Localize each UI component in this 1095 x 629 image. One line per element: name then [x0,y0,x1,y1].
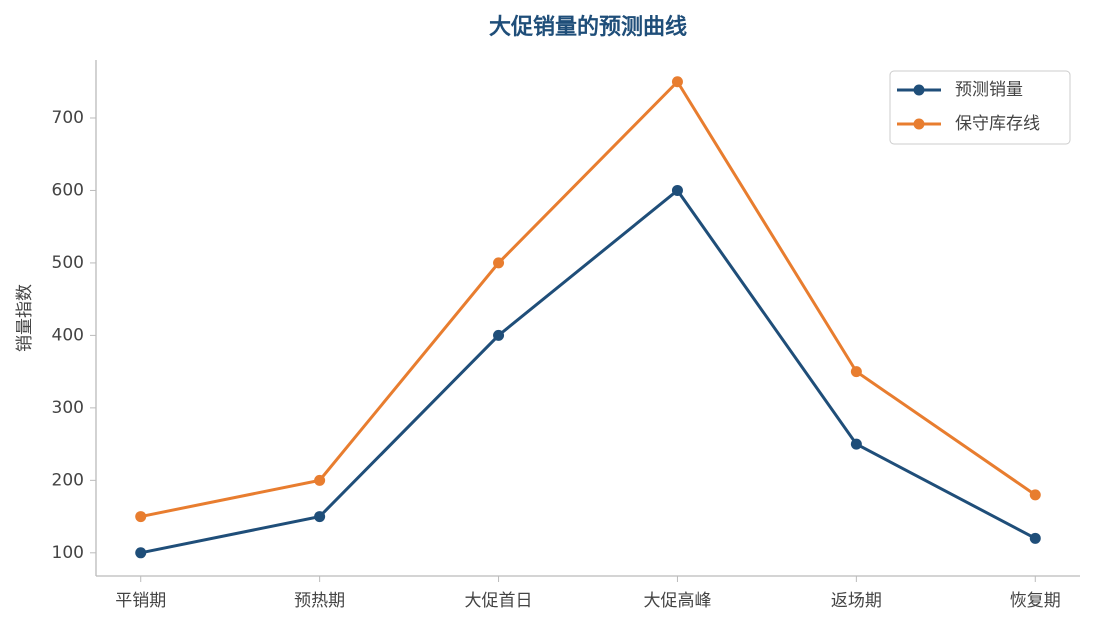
legend-label: 保守库存线 [955,114,1040,134]
point [850,366,862,378]
legend-marker [913,84,925,96]
x-tick-label: 预热期 [294,591,345,611]
x-tick-label: 恢复期 [1010,591,1061,611]
x-tick-label: 大促高峰 [643,591,711,611]
point [850,438,862,450]
x-tick-label: 大促首日 [465,591,533,611]
y-axis-label: 销量指数 [15,284,35,352]
legend-marker [913,118,925,130]
point [135,547,147,559]
y-tick-label: 400 [52,325,84,345]
point [671,76,683,88]
series-line [140,188,1036,555]
y-tick-label: 700 [52,108,84,128]
x-tick-label: 平销期 [115,591,166,611]
point [135,511,147,523]
y-tick-label: 600 [52,180,84,200]
y-tick-label: 500 [52,253,84,273]
point [493,257,505,269]
x-tick-label: 返场期 [831,591,882,611]
point [1029,532,1041,544]
point [1029,489,1041,501]
point [493,329,505,341]
point [314,511,326,523]
point [314,474,326,486]
legend-label: 预测销量 [955,80,1023,100]
y-tick-label: 300 [52,398,84,418]
point [671,184,683,196]
y-tick-label: 200 [52,470,84,490]
chart-title: 大促销量的预测曲线 [489,14,687,40]
series-line [140,79,1037,519]
y-tick-label: 100 [52,543,84,563]
